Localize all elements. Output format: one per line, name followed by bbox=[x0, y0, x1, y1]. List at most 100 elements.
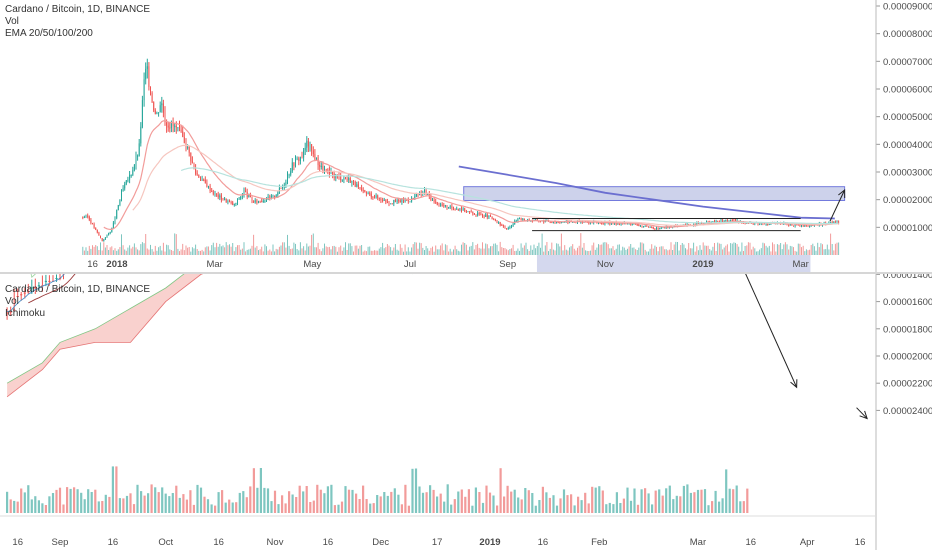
top-resistance-zone[interactable] bbox=[464, 187, 845, 201]
candle-body-183 bbox=[377, 196, 378, 198]
volume-bar-90 bbox=[323, 493, 325, 513]
candle-body-36 bbox=[140, 127, 141, 144]
volume-bar-251 bbox=[487, 244, 488, 255]
candle-body-351 bbox=[648, 226, 649, 227]
volume-bar-383 bbox=[700, 245, 701, 255]
volume-bar-414 bbox=[750, 243, 751, 255]
volume-bar-445 bbox=[799, 244, 800, 255]
volume-bar-465 bbox=[832, 244, 833, 255]
volume-bar-96 bbox=[344, 486, 346, 513]
volume-bar-117 bbox=[418, 487, 420, 514]
volume-bar-213 bbox=[426, 246, 427, 255]
volume-bar-124 bbox=[282, 242, 283, 255]
volume-bar-84 bbox=[302, 491, 304, 513]
volume-bar-212 bbox=[424, 250, 425, 255]
candle-body-353 bbox=[651, 227, 652, 228]
volume-bar-16 bbox=[62, 505, 64, 514]
candle-body-73 bbox=[200, 178, 201, 180]
volume-bar-20 bbox=[115, 248, 116, 255]
candle-body-57 bbox=[174, 126, 175, 127]
volume-bar-359 bbox=[661, 246, 662, 255]
volume-bar-80 bbox=[211, 245, 212, 255]
volume-bar-56 bbox=[203, 497, 205, 513]
candle-body-90 bbox=[227, 201, 228, 202]
volume-bar-328 bbox=[611, 248, 612, 255]
candle-body-65 bbox=[187, 147, 188, 148]
bottom-arrow-line[interactable] bbox=[737, 274, 797, 387]
candle-body-239 bbox=[468, 211, 469, 212]
volume-bar-114 bbox=[266, 246, 267, 255]
volume-bar-436 bbox=[785, 242, 786, 255]
volume-bar-15 bbox=[107, 245, 108, 255]
candle-body-226 bbox=[447, 205, 448, 208]
volume-bar-356 bbox=[656, 247, 657, 255]
volume-bar-441 bbox=[793, 247, 794, 255]
volume-bar-14 bbox=[55, 490, 57, 513]
candle-body-237 bbox=[464, 208, 465, 211]
volume-bar-8 bbox=[95, 245, 96, 255]
volume-bar-271 bbox=[519, 251, 520, 255]
volume-bar-389 bbox=[709, 249, 710, 255]
volume-bar-351 bbox=[648, 252, 649, 256]
volume-bar-180 bbox=[641, 489, 643, 513]
volume-bar-253 bbox=[490, 246, 491, 255]
volume-bar-34 bbox=[126, 496, 128, 513]
volume-bar-214 bbox=[427, 248, 428, 255]
volume-bar-332 bbox=[617, 245, 618, 255]
volume-bar-255 bbox=[493, 244, 494, 255]
volume-bar-334 bbox=[621, 250, 622, 255]
volume-bar-172 bbox=[612, 504, 614, 513]
volume-bar-100 bbox=[244, 242, 245, 255]
volume-bar-129 bbox=[290, 249, 291, 255]
candle-body-469 bbox=[838, 221, 839, 222]
volume-bar-117 bbox=[271, 251, 272, 255]
volume-bar-86 bbox=[221, 246, 222, 255]
volume-bar-5 bbox=[24, 492, 26, 513]
volume-bar-377 bbox=[690, 248, 691, 255]
volume-bar-42 bbox=[154, 487, 156, 513]
volume-bar-160 bbox=[570, 494, 572, 513]
volume-bar-420 bbox=[759, 250, 760, 255]
candle-body-103 bbox=[248, 195, 249, 197]
volume-bar-244 bbox=[476, 245, 477, 255]
volume-bar-161 bbox=[574, 505, 576, 513]
top-ytick-label-1: 0.00008000 bbox=[883, 29, 932, 40]
volume-bar-60 bbox=[218, 492, 220, 513]
candle-body-355 bbox=[654, 229, 655, 230]
volume-bar-142 bbox=[311, 235, 312, 255]
candle-body-294 bbox=[556, 222, 557, 223]
candle-body-223 bbox=[442, 205, 443, 206]
volume-bar-191 bbox=[390, 247, 391, 255]
volume-bar-144 bbox=[514, 490, 516, 513]
candle-body-145 bbox=[316, 157, 317, 159]
volume-bar-186 bbox=[382, 243, 383, 255]
volume-bar-149 bbox=[322, 248, 323, 255]
volume-bar-183 bbox=[651, 504, 653, 513]
candle-body-89 bbox=[226, 199, 227, 203]
volume-bar-272 bbox=[521, 243, 522, 255]
volume-bar-362 bbox=[666, 249, 667, 255]
volume-bar-259 bbox=[500, 242, 501, 255]
volume-bar-50 bbox=[163, 243, 164, 255]
volume-bar-310 bbox=[582, 248, 583, 255]
top-candles-group bbox=[82, 59, 839, 242]
candle-body-110 bbox=[260, 201, 261, 202]
candle-body-4 bbox=[89, 217, 90, 220]
volume-bar-21 bbox=[80, 493, 82, 513]
volume-bar-154 bbox=[549, 498, 551, 513]
volume-bar-51 bbox=[165, 252, 166, 256]
bottom-xtick-label-0: 16 bbox=[12, 537, 23, 548]
volume-bar-47 bbox=[172, 493, 174, 513]
candle-body-8 bbox=[95, 228, 96, 230]
bottom-xtick-label-10: 16 bbox=[538, 537, 549, 548]
volume-bar-243 bbox=[474, 249, 475, 255]
volume-bar-169 bbox=[355, 246, 356, 255]
top-chart-svg[interactable]: 0.000090000.000080000.000070000.00006000… bbox=[0, 0, 932, 272]
volume-bar-137 bbox=[489, 493, 491, 513]
bottom-xtick-label-8: 17 bbox=[432, 537, 443, 548]
candle-body-141 bbox=[310, 144, 311, 146]
volume-bar-175 bbox=[623, 499, 625, 513]
volume-bar-51 bbox=[186, 500, 188, 513]
